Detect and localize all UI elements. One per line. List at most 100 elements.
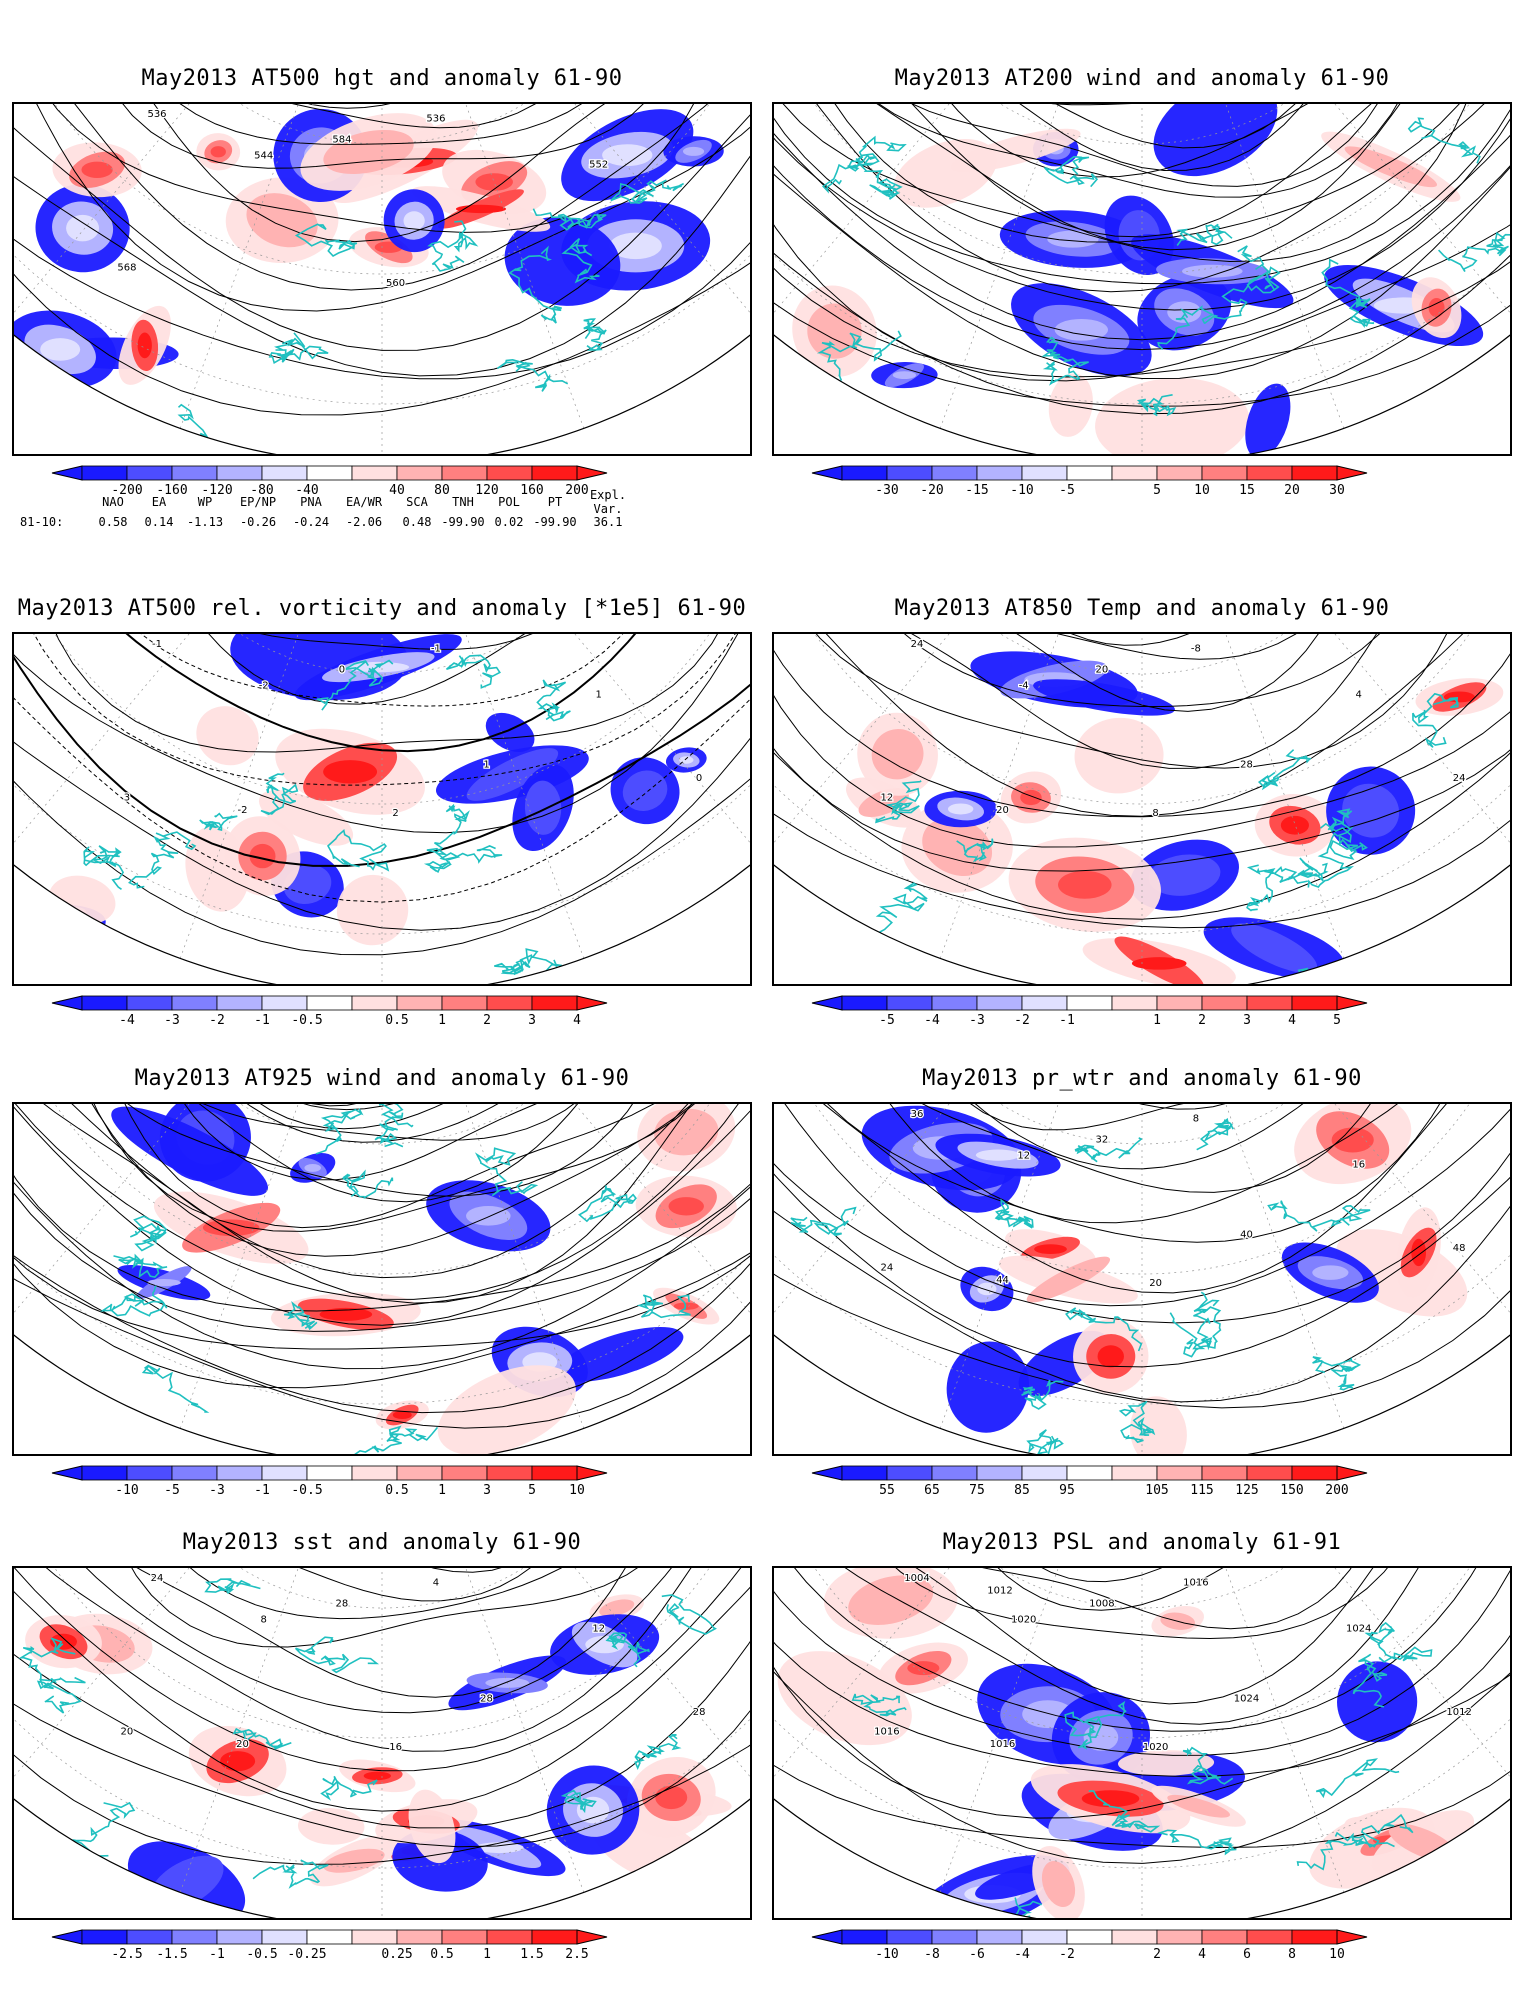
coastline bbox=[561, 237, 600, 284]
colorbar-segment bbox=[1201, 995, 1248, 1011]
contour-line bbox=[774, 104, 1510, 285]
colorbar-segment bbox=[126, 1929, 173, 1945]
coastline bbox=[1157, 275, 1262, 350]
colorbar-segment bbox=[261, 1929, 308, 1945]
contour-label: 28 bbox=[1240, 760, 1253, 771]
map-content bbox=[774, 634, 1510, 984]
coastline bbox=[127, 831, 197, 889]
index-header: Expl. Var. bbox=[589, 488, 627, 516]
coastline bbox=[99, 1285, 168, 1317]
index-value: -99.90 bbox=[533, 515, 577, 529]
colorbar-segment bbox=[1291, 995, 1338, 1011]
coastline bbox=[1321, 258, 1375, 329]
negative-anomaly-peak bbox=[466, 1206, 511, 1226]
positive-anomaly-peak bbox=[673, 1302, 699, 1310]
colorbar-tick-label: -10 bbox=[115, 1483, 138, 1498]
contour-label: 3 bbox=[124, 793, 130, 804]
negative-anomaly-core bbox=[466, 748, 559, 801]
negative-anomaly bbox=[557, 1326, 684, 1382]
contour-line bbox=[774, 1104, 1510, 1243]
coastline bbox=[536, 679, 571, 722]
coastline bbox=[423, 845, 503, 873]
contour-label: 4 bbox=[1356, 690, 1362, 701]
contour-line bbox=[908, 1568, 1399, 1583]
contour-line bbox=[774, 1568, 1510, 1756]
coastline bbox=[177, 403, 267, 454]
negative-anomaly-peak bbox=[66, 214, 100, 242]
index-value: -2.06 bbox=[345, 515, 383, 529]
colorbar-segment bbox=[216, 1465, 263, 1481]
colorbar-tick-label: 95 bbox=[1059, 1483, 1075, 1498]
coastline bbox=[821, 135, 907, 194]
colorbar-segment bbox=[171, 995, 218, 1011]
map-canvas: 8 12 16 20 24 32 36 40 44 48 bbox=[774, 1104, 1510, 1454]
colorbar-tick-label: -2 bbox=[1059, 1947, 1075, 1962]
colorbar-segment bbox=[1111, 465, 1158, 481]
coastline bbox=[1312, 1356, 1362, 1391]
map-content bbox=[774, 104, 1510, 454]
contour-line bbox=[105, 1568, 641, 1602]
negative-anomaly-core bbox=[621, 1416, 652, 1449]
contour-label: 8 bbox=[261, 1615, 267, 1626]
contour-label: 1016 bbox=[874, 1727, 899, 1738]
coastline bbox=[560, 1789, 597, 1814]
coastline bbox=[578, 1185, 637, 1223]
positive-anomaly bbox=[336, 874, 409, 946]
colorbar-segment bbox=[976, 465, 1023, 481]
positive-anomaly-peak bbox=[220, 1751, 256, 1772]
colorbar-tick-label: 10 bbox=[1329, 1947, 1345, 1962]
colorbar-tick-label: 5 bbox=[1333, 1013, 1341, 1028]
contour-line bbox=[148, 1104, 630, 1111]
contour-label: 36 bbox=[911, 1109, 924, 1120]
positive-anomaly-core bbox=[1167, 1794, 1230, 1818]
colorbar-tick-label: -10 bbox=[1010, 483, 1033, 498]
colorbar-tick-label: -1 bbox=[254, 1013, 270, 1028]
colorbar-segment bbox=[261, 465, 308, 481]
colorbar-tick-label: 2 bbox=[483, 1013, 491, 1028]
contour-line bbox=[16, 104, 750, 243]
colorbar-tick-label: -1 bbox=[1059, 1013, 1075, 1028]
contour-line bbox=[807, 1104, 1454, 1193]
colorbar-segment bbox=[886, 465, 933, 481]
colorbar-arrow-left bbox=[51, 1465, 83, 1481]
contour-label: 536 bbox=[426, 114, 445, 125]
meridian bbox=[179, 1568, 383, 1893]
positive-anomaly bbox=[408, 1789, 456, 1864]
coastline bbox=[18, 1637, 76, 1686]
contour-line bbox=[14, 1568, 750, 1714]
positive-anomaly-peak bbox=[1081, 1790, 1140, 1808]
negative-anomaly-peak bbox=[1182, 264, 1243, 278]
meridian bbox=[179, 634, 383, 959]
coastline bbox=[36, 1676, 86, 1714]
colorbar-segment bbox=[1111, 995, 1158, 1011]
colorbar-tick-label: 4 bbox=[573, 1013, 581, 1028]
colorbar-segment bbox=[841, 1929, 888, 1945]
contour-label: 16 bbox=[1352, 1160, 1365, 1171]
colorbar-segment bbox=[486, 995, 533, 1011]
colorbar-segment bbox=[81, 1929, 128, 1945]
colorbar-segment bbox=[841, 995, 888, 1011]
contour-line bbox=[774, 104, 1510, 382]
coastline bbox=[1307, 808, 1355, 888]
panel-title: May2013 AT925 wind and anomaly 61-90 bbox=[134, 1066, 630, 1091]
contour-label: 1016 bbox=[1183, 1578, 1208, 1589]
contour-line bbox=[14, 634, 750, 931]
coastline bbox=[1237, 245, 1281, 294]
contour-line bbox=[135, 1568, 593, 1573]
contour-line bbox=[14, 104, 750, 312]
contour-line bbox=[825, 1568, 1449, 1640]
coastline bbox=[141, 1364, 210, 1413]
index-value: 36.1 bbox=[593, 515, 623, 529]
contour-line bbox=[18, 634, 737, 753]
coastline bbox=[1407, 117, 1481, 164]
contour-label: 1024 bbox=[1234, 1694, 1259, 1705]
contour-line bbox=[873, 634, 1395, 660]
positive-anomaly-peak bbox=[210, 146, 226, 158]
positive-anomaly bbox=[1095, 377, 1250, 454]
colorbar-tick-label: 30 bbox=[1329, 483, 1345, 498]
colorbar-segment bbox=[351, 1465, 398, 1481]
contour-label: 1012 bbox=[987, 1585, 1012, 1596]
contour-line bbox=[148, 104, 629, 109]
colorbar-tick-label: 1 bbox=[438, 1013, 446, 1028]
colorbar-segment bbox=[976, 1929, 1023, 1945]
